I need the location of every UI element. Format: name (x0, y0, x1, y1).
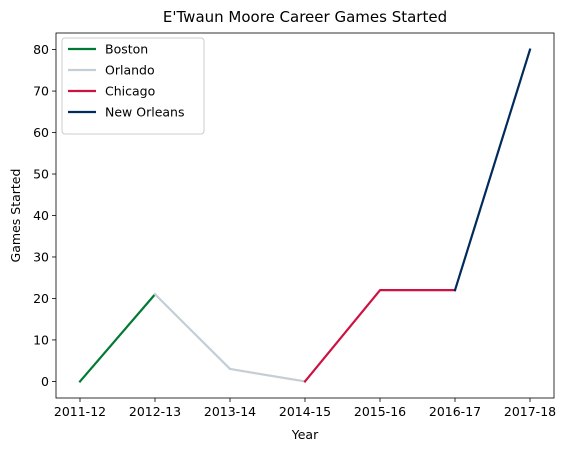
x-tick-label: 2017-18 (504, 404, 556, 419)
x-axis-label: Year (291, 427, 319, 442)
legend-label: Chicago (105, 84, 155, 99)
legend: Boston Orlando Chicago New Orleans (61, 37, 205, 135)
plot-area (78, 48, 532, 383)
x-tick-label: 2013-14 (204, 404, 256, 419)
legend-label: New Orleans (105, 105, 184, 120)
x-tick-label: 2015-16 (354, 404, 406, 419)
x-tick-label: 2011-12 (54, 404, 106, 419)
y-axis: 0 10 20 30 40 50 60 70 80 (33, 42, 56, 389)
x-axis: 2011-12 2012-13 2013-14 2014-15 2015-16 2016-… (54, 398, 556, 419)
y-tick-label: 20 (33, 291, 49, 306)
x-tick-label: 2016-17 (429, 404, 481, 419)
x-tick-label: 2014-15 (279, 404, 331, 419)
chart-title: E'Twaun Moore Career Games Started (163, 8, 447, 26)
legend-label: Orlando (105, 63, 155, 78)
y-tick-label: 80 (33, 42, 49, 57)
legend-box (61, 37, 205, 135)
series-line-boston (78, 292, 157, 383)
y-tick-label: 30 (33, 249, 49, 264)
series-line-orlando (153, 292, 307, 383)
y-tick-label: 10 (33, 332, 49, 347)
series-line-chicago (303, 289, 457, 383)
y-tick-label: 50 (33, 167, 49, 182)
legend-label: Boston (105, 42, 148, 57)
x-tick-label: 2012-13 (129, 404, 181, 419)
y-tick-label: 70 (33, 84, 49, 99)
y-axis-label: Games Started (8, 169, 23, 263)
y-tick-label: 40 (33, 208, 49, 223)
series-line-new-orleans (453, 48, 532, 292)
y-tick-label: 0 (41, 374, 49, 389)
y-tick-label: 60 (33, 125, 49, 140)
